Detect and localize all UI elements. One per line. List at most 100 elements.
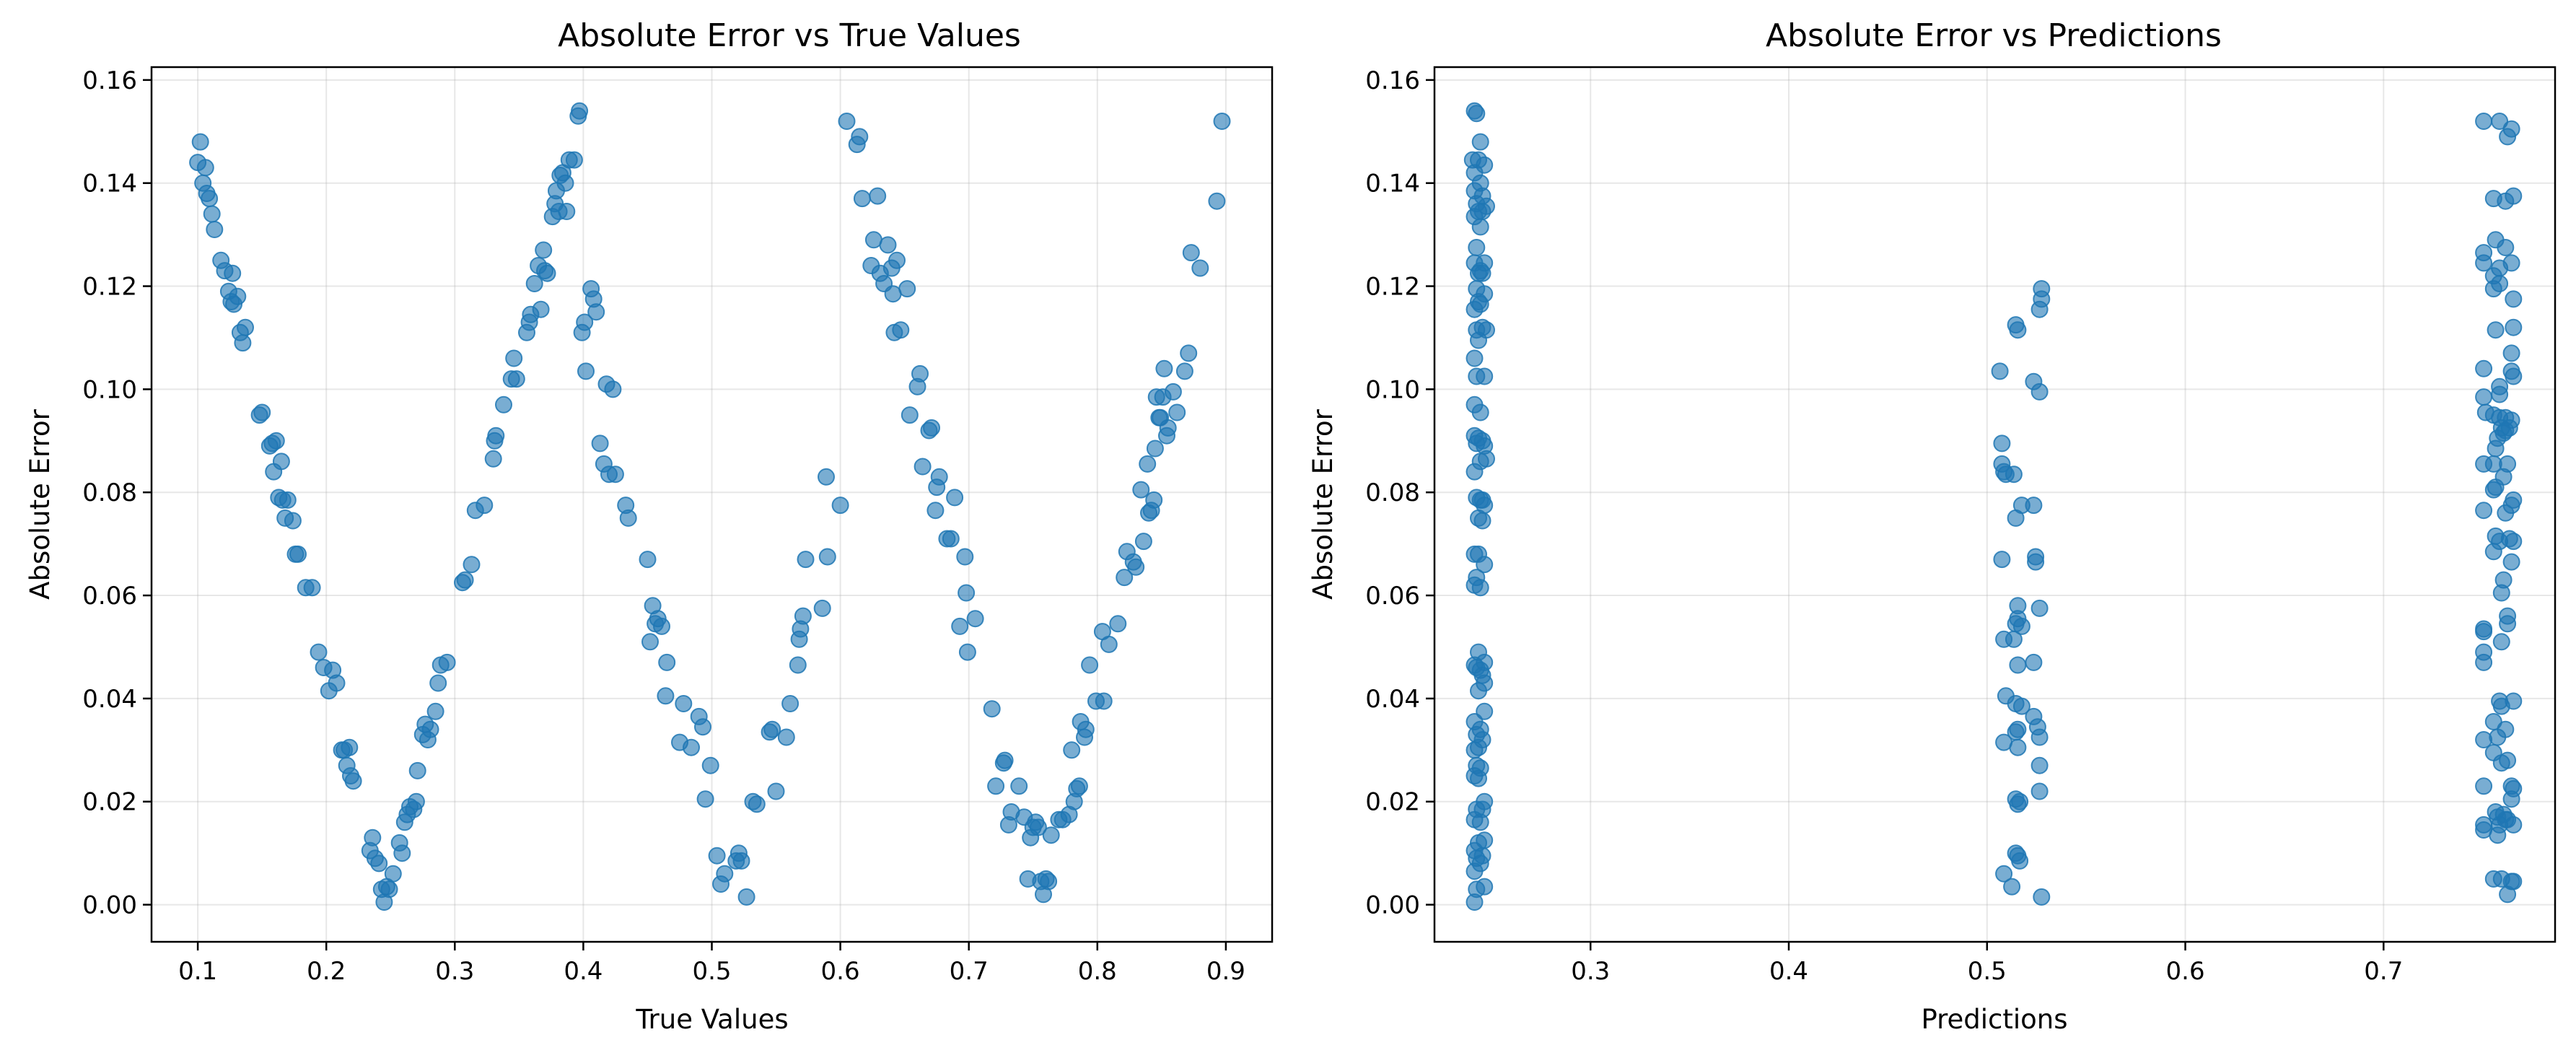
data-point [694, 718, 711, 736]
data-point [748, 795, 766, 813]
data-point [1466, 893, 1484, 911]
data-point [2497, 504, 2515, 522]
data-point [1471, 813, 1489, 831]
data-point [310, 643, 328, 661]
data-point [1470, 331, 1487, 349]
data-point [797, 551, 815, 569]
data-point [191, 133, 209, 151]
data-point [234, 334, 252, 352]
data-point [2475, 777, 2493, 795]
data-point [1182, 244, 1200, 262]
data-point [2033, 888, 2051, 906]
data-point [987, 777, 1005, 795]
data-point [2499, 751, 2517, 769]
data-point [2487, 440, 2505, 458]
data-point [1991, 362, 2009, 380]
y-tick-label: 0.10 [82, 375, 137, 404]
data-point [914, 458, 932, 476]
data-point [818, 468, 835, 486]
data-point [253, 403, 271, 421]
chart-title: Absolute Error vs Predictions [1766, 17, 2222, 54]
data-point [777, 728, 795, 746]
data-point [851, 128, 869, 146]
data-point [604, 380, 622, 398]
data-point [1081, 656, 1099, 674]
data-point [267, 432, 285, 450]
data-point [942, 530, 960, 548]
data-point [767, 782, 785, 800]
data-point [1470, 682, 1487, 700]
data-point [507, 370, 525, 388]
axis-ticks: 0.3 0.4 0.5 0.6 0.7 0.00 0.02 0.04 0.06 0.08 0.10 0… [1365, 66, 2403, 986]
data-point [869, 187, 887, 205]
data-point [505, 349, 523, 367]
data-point [1070, 777, 1088, 795]
data-point [407, 792, 425, 810]
data-point [476, 497, 494, 515]
data-point [1466, 463, 1484, 481]
data-point [2491, 113, 2509, 130]
data-point [525, 275, 543, 292]
data-point [487, 427, 505, 445]
x-tick-label: 0.6 [821, 957, 860, 986]
data-point [658, 653, 676, 671]
grid-lines [1434, 67, 2555, 942]
y-tick-label: 0.14 [1365, 170, 1420, 198]
x-axis-label: True Values [635, 1004, 788, 1035]
grid-lines [152, 67, 1272, 942]
data-point [393, 844, 411, 862]
x-tick-label: 0.3 [1571, 957, 1610, 986]
data-point [2030, 728, 2049, 746]
data-point [495, 395, 512, 414]
x-tick-label: 0.4 [1769, 957, 1808, 986]
data-point [558, 203, 576, 220]
data-point [2025, 653, 2043, 671]
data-point [641, 633, 659, 651]
data-point [587, 303, 605, 321]
data-point [229, 287, 247, 305]
data-point [781, 695, 799, 712]
data-point [571, 102, 589, 120]
data-point [1476, 367, 1494, 385]
y-tick-label: 0.16 [1365, 66, 1420, 95]
y-axis-label: Absolute Error [25, 408, 56, 599]
data-point [930, 468, 948, 486]
data-point [818, 548, 836, 566]
y-tick-label: 0.12 [82, 273, 137, 302]
data-point [344, 772, 362, 790]
x-tick-label: 0.2 [307, 957, 346, 986]
data-point [1042, 826, 1060, 844]
data-point [794, 607, 812, 625]
x-tick-label: 0.3 [435, 957, 474, 986]
data-point [2025, 497, 2043, 515]
data-point [201, 190, 219, 208]
data-point [983, 700, 1001, 718]
data-point [2475, 731, 2493, 748]
data-point [831, 497, 849, 515]
data-point [1473, 512, 1491, 530]
data-point [2502, 344, 2520, 362]
data-point [463, 556, 481, 574]
data-point [1100, 635, 1118, 653]
data-point [1473, 203, 1491, 220]
data-point [901, 406, 919, 424]
data-point [732, 852, 750, 870]
data-point [237, 318, 254, 336]
data-point [576, 313, 594, 331]
data-point [1180, 344, 1198, 362]
data-point [1993, 434, 2011, 453]
data-point [2475, 388, 2493, 406]
data-point [380, 880, 398, 899]
data-point [2005, 465, 2023, 484]
data-point [2491, 385, 2509, 403]
y-axis-label: Absolute Error [1307, 408, 1339, 599]
data-point [2009, 720, 2027, 738]
y-tick-label: 0.06 [1365, 582, 1420, 611]
x-tick-label: 0.6 [2166, 957, 2205, 986]
data-point [426, 702, 444, 720]
data-point [532, 300, 550, 318]
data-point [565, 151, 583, 169]
data-point [1466, 862, 1484, 880]
data-point [888, 251, 906, 269]
x-tick-label: 0.7 [950, 957, 989, 986]
